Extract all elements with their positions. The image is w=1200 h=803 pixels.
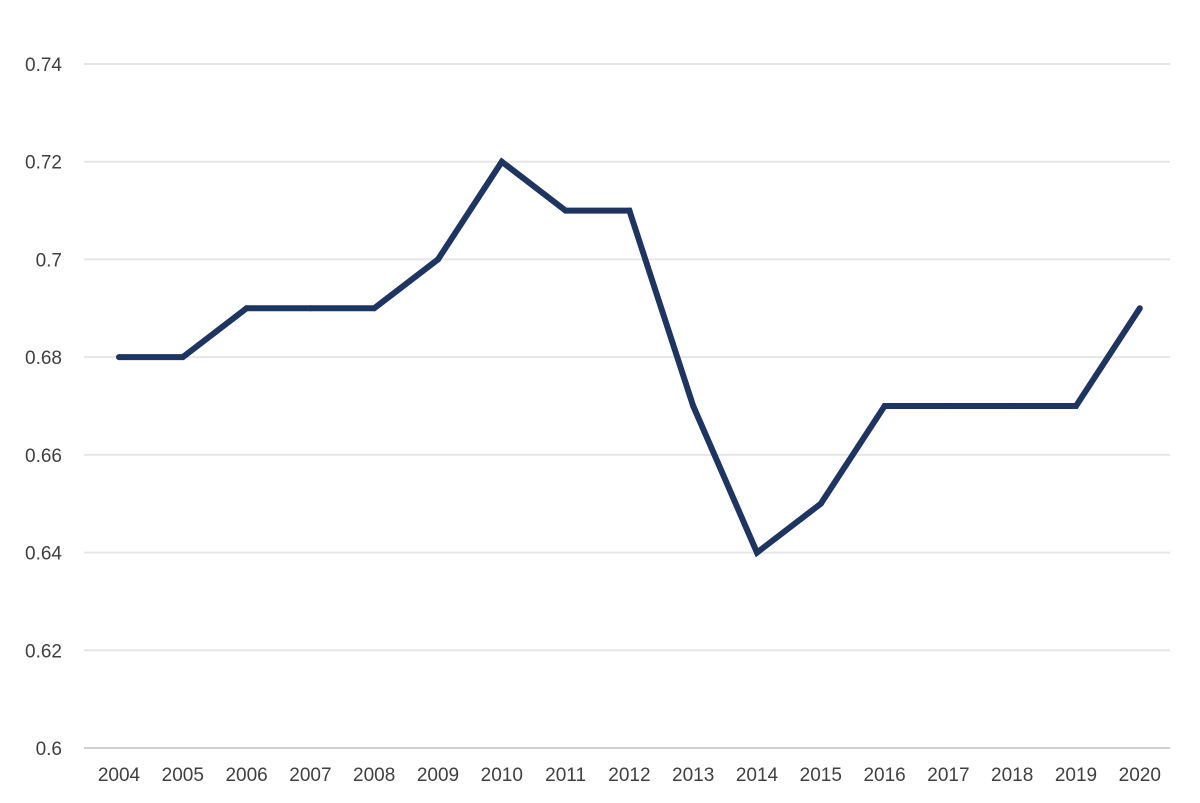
data-point bbox=[307, 305, 314, 312]
data-point bbox=[562, 207, 569, 214]
x-tick-label: 2011 bbox=[545, 765, 586, 786]
x-tick-label: 2015 bbox=[800, 765, 842, 786]
data-point bbox=[116, 354, 122, 361]
plot-area bbox=[116, 157, 1143, 558]
data-point bbox=[626, 207, 633, 214]
x-tick-label: 2013 bbox=[672, 765, 714, 786]
x-tick-label: 2007 bbox=[289, 765, 331, 786]
data-point bbox=[435, 256, 441, 263]
data-point bbox=[1073, 403, 1079, 409]
x-tick-label: 2019 bbox=[1055, 765, 1097, 786]
x-tick-label: 2020 bbox=[1119, 765, 1161, 786]
data-point bbox=[881, 403, 888, 409]
x-tick-label: 2004 bbox=[98, 765, 141, 786]
x-tick-label: 2018 bbox=[991, 765, 1033, 786]
gridlines bbox=[84, 63, 1170, 749]
x-tick-label: 2017 bbox=[927, 765, 969, 786]
data-point bbox=[1136, 305, 1143, 312]
y-tick-label: 0.68 bbox=[25, 348, 62, 369]
data-point bbox=[498, 158, 505, 165]
x-axis: 2004 2005 2006 2007 2008 2009 2010 2011 2012 2013… bbox=[98, 765, 1161, 786]
y-tick-label: 0.72 bbox=[25, 153, 62, 174]
data-point bbox=[371, 305, 378, 312]
y-axis: 0.6 0.62 0.64 0.66 0.68 0.7 0.72 0.74 bbox=[25, 55, 62, 760]
y-tick-label: 0.64 bbox=[25, 544, 62, 565]
y-tick-label: 0.66 bbox=[25, 446, 62, 467]
data-point bbox=[754, 549, 760, 556]
data-point bbox=[1009, 403, 1016, 409]
y-tick-label: 0.7 bbox=[36, 250, 62, 271]
x-tick-label: 2012 bbox=[608, 765, 650, 786]
x-tick-label: 2009 bbox=[417, 765, 459, 786]
x-tick-label: 2010 bbox=[481, 765, 523, 786]
data-point bbox=[690, 403, 697, 409]
y-tick-label: 0.6 bbox=[36, 739, 62, 760]
x-tick-label: 2008 bbox=[353, 765, 395, 786]
y-tick-label: 0.74 bbox=[25, 55, 62, 76]
y-tick-label: 0.62 bbox=[25, 641, 62, 662]
data-point bbox=[243, 305, 250, 312]
data-point bbox=[179, 354, 186, 361]
x-tick-label: 2006 bbox=[225, 765, 267, 786]
x-tick-label: 2005 bbox=[162, 765, 204, 786]
data-point bbox=[945, 403, 952, 409]
x-tick-label: 2016 bbox=[863, 765, 905, 786]
data-point bbox=[817, 500, 824, 507]
x-tick-label: 2014 bbox=[736, 765, 779, 786]
